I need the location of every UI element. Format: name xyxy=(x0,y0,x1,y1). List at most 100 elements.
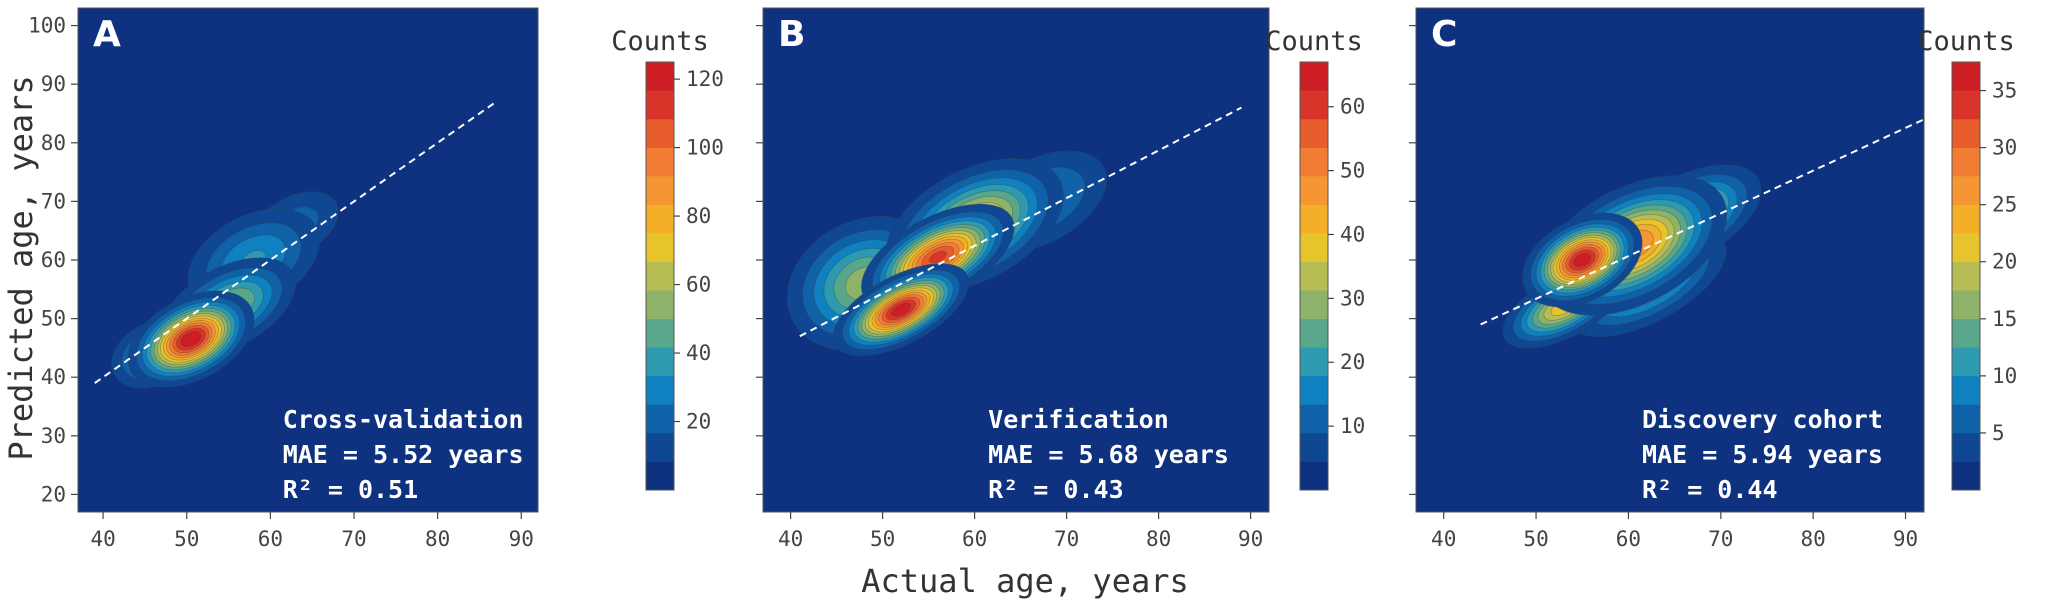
x-tick-label: 70 xyxy=(1054,527,1079,551)
colorbar-band xyxy=(646,432,674,462)
colorbar-title: Counts xyxy=(1265,26,1363,57)
x-tick-label: 50 xyxy=(1523,527,1548,551)
colorbar-band xyxy=(1952,62,1980,91)
x-tick-label: 80 xyxy=(1801,527,1826,551)
x-tick-label: 80 xyxy=(425,527,450,551)
y-tick-label: 50 xyxy=(41,307,66,331)
colorbar-band xyxy=(1300,147,1328,177)
colorbar-band xyxy=(1300,318,1328,348)
colorbar-band xyxy=(646,204,674,234)
y-tick-label: 90 xyxy=(41,72,66,96)
colorbar-tick-label: 20 xyxy=(1992,250,2017,274)
density-peak xyxy=(832,263,970,357)
y-tick-label: 20 xyxy=(41,482,66,506)
colorbar-title: Counts xyxy=(611,26,709,57)
colorbar-tick-label: 35 xyxy=(1992,79,2017,103)
colorbar-band xyxy=(1300,261,1328,291)
x-tick-label: 40 xyxy=(778,527,803,551)
panel-A: 40 50 60 70 80 90 20 30 40 50 60 70 80 90 100 A Cross-va… xyxy=(28,7,724,551)
contour-band xyxy=(890,302,912,317)
panel-label: B xyxy=(778,14,805,55)
colorbar: Counts 10 20 30 40 50 60 xyxy=(1265,26,1365,491)
y-tick-label: 60 xyxy=(41,248,66,272)
colorbar-tick-label: 120 xyxy=(686,67,724,91)
colorbar-band xyxy=(1300,347,1328,377)
y-tick-label: 70 xyxy=(41,189,66,213)
panel-C: 40 50 60 70 80 90 C Discovery cohort MAE = 5.94 … xyxy=(1409,7,2017,551)
colorbar-band xyxy=(646,461,674,491)
colorbar-tick-label: 10 xyxy=(1992,364,2017,388)
density-peak xyxy=(1521,212,1643,308)
colorbar-band xyxy=(646,318,674,348)
annotation-line: Discovery cohort xyxy=(1642,405,1883,434)
colorbar-band xyxy=(1952,375,1980,405)
colorbar-band xyxy=(1952,119,1980,148)
colorbar-tick-label: 30 xyxy=(1340,286,1365,310)
x-tick-label: 50 xyxy=(870,527,895,551)
colorbar-tick-label: 10 xyxy=(1340,414,1365,438)
colorbar-band xyxy=(646,62,674,91)
fit-line xyxy=(799,106,1242,338)
annotation-line: MAE = 5.68 years xyxy=(988,440,1229,469)
colorbar-band xyxy=(1952,318,1980,348)
annotation-line: MAE = 5.94 years xyxy=(1642,440,1883,469)
colorbar-tick-label: 20 xyxy=(686,410,711,434)
x-tick-label: 90 xyxy=(1893,527,1918,551)
colorbar-tick-label: 30 xyxy=(1992,136,2017,160)
density-contours xyxy=(786,150,1108,357)
x-tick-label: 60 xyxy=(258,527,283,551)
x-tick-label: 70 xyxy=(341,527,366,551)
colorbar-band xyxy=(1952,461,1980,491)
panel-label: A xyxy=(93,14,121,55)
colorbar-band xyxy=(1300,432,1328,462)
colorbar-band xyxy=(646,404,674,434)
colorbar-band xyxy=(1300,119,1328,148)
fit-line xyxy=(1480,118,1925,326)
y-tick-label: 40 xyxy=(41,365,66,389)
y-tick-label: 100 xyxy=(28,14,66,38)
x-tick-label: 50 xyxy=(174,527,199,551)
colorbar-tick-label: 25 xyxy=(1992,193,2017,217)
colorbar-frame xyxy=(1299,61,1329,491)
fit-line xyxy=(94,100,497,384)
contour-band xyxy=(180,331,202,348)
colorbar-tick-label: 40 xyxy=(1340,222,1365,246)
colorbar-tick-label: 100 xyxy=(686,136,724,160)
colorbar-band xyxy=(646,261,674,291)
y-tick-label: 80 xyxy=(41,131,66,155)
colorbar-band xyxy=(1952,176,1980,205)
x-tick-label: 40 xyxy=(90,527,115,551)
colorbar-band xyxy=(646,119,674,148)
colorbar-band xyxy=(1300,176,1328,205)
colorbar-band xyxy=(646,290,674,320)
colorbar-band xyxy=(1300,404,1328,434)
colorbar-tick-label: 40 xyxy=(686,341,711,365)
panel-label: C xyxy=(1431,14,1457,55)
colorbar-band xyxy=(1300,461,1328,491)
colorbar-band xyxy=(646,347,674,377)
x-tick-label: 80 xyxy=(1146,527,1171,551)
y-tick-label: 30 xyxy=(41,424,66,448)
x-tick-label: 70 xyxy=(1708,527,1733,551)
colorbar-band xyxy=(1300,290,1328,320)
colorbar-band xyxy=(1952,204,1980,234)
panel-B: 40 50 60 70 80 90 B Verification MAE = 5.68 year… xyxy=(756,7,1365,551)
x-axis-label: Actual age, years xyxy=(861,562,1189,600)
colorbar-band xyxy=(646,233,674,263)
colorbar-band xyxy=(1300,90,1328,120)
colorbar-band xyxy=(1952,233,1980,263)
colorbar-band xyxy=(1952,261,1980,291)
annotation-line: MAE = 5.52 years xyxy=(283,440,524,469)
y-axis-label: Predicted age, years xyxy=(2,75,40,460)
annotation-line: Verification xyxy=(988,405,1169,434)
colorbar-band xyxy=(646,90,674,120)
colorbar-frame xyxy=(1951,61,1981,491)
colorbar-band xyxy=(1952,432,1980,462)
colorbar-tick-label: 15 xyxy=(1992,307,2017,331)
annotation-line: R² = 0.43 xyxy=(988,475,1123,504)
colorbar-tick-label: 60 xyxy=(1340,95,1365,119)
colorbar: Counts 5 10 15 20 25 30 35 xyxy=(1917,26,2017,491)
colorbar-frame xyxy=(645,61,675,491)
colorbar-band xyxy=(1952,90,1980,120)
colorbar-tick-label: 5 xyxy=(1992,421,2005,445)
